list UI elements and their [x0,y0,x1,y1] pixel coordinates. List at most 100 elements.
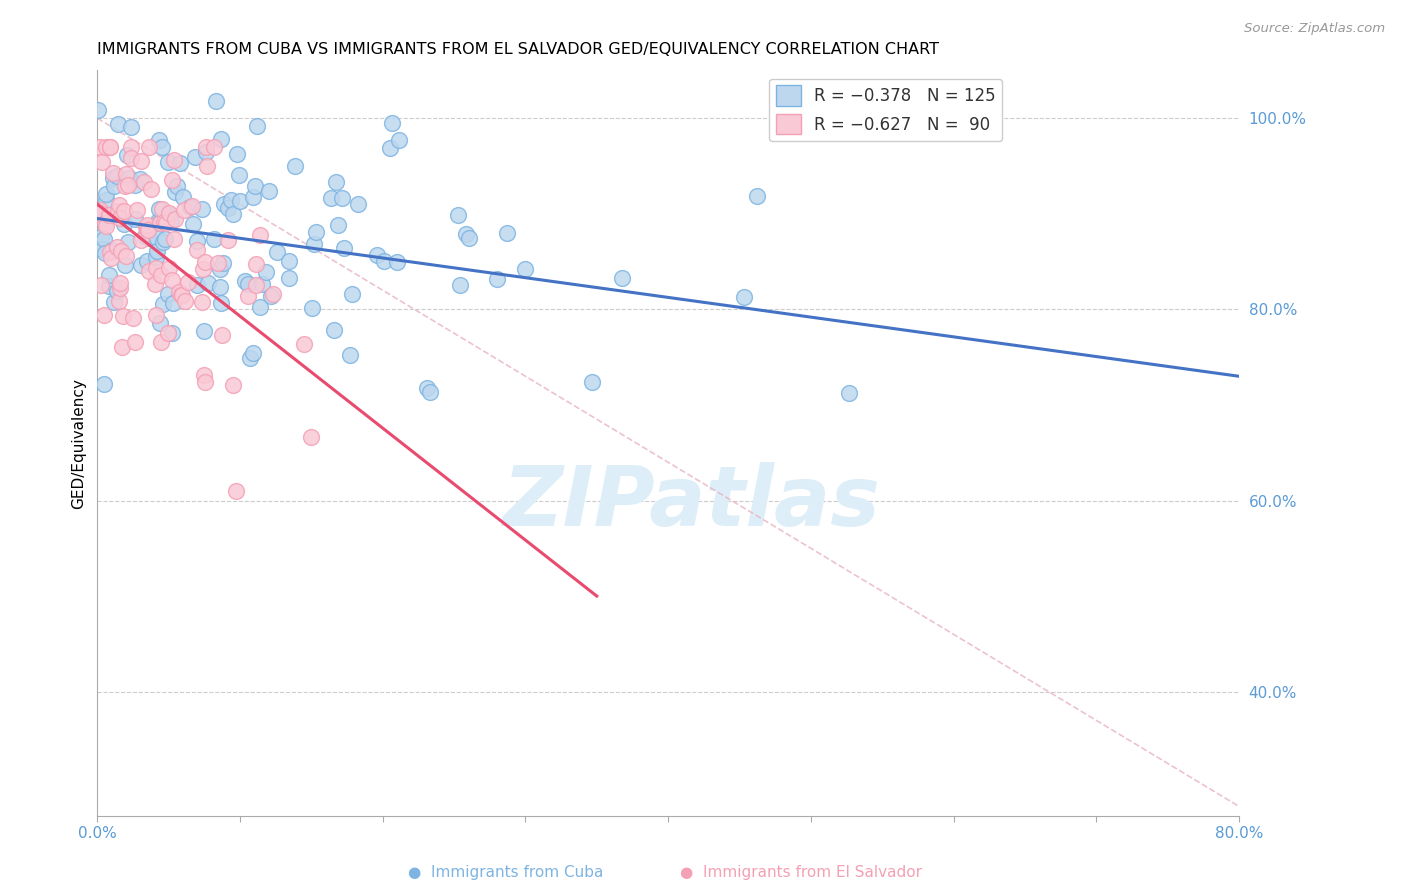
Point [112,217,135,231]
Point [380,141,402,155]
Point [242,190,264,204]
Point [93,377,115,392]
Point [125,203,148,218]
Point [145,308,167,322]
Point [94,246,117,260]
Point [160,214,183,228]
Point [228,168,250,182]
Legend: R = −0.378   N = 125, R = −0.627   N =  90: R = −0.378 N = 125, R = −0.627 N = 90 [769,78,1002,141]
Point [134,229,156,244]
Point [204,94,226,108]
Point [129,154,152,169]
Point [90,230,112,244]
Point [212,256,235,270]
Point [115,147,138,161]
Point [120,151,142,165]
Point [197,276,219,290]
Point [122,311,145,326]
Point [167,285,190,300]
Point [124,212,146,227]
Point [209,131,232,145]
Point [340,287,363,301]
Point [93,213,115,227]
Point [217,233,239,247]
Point [120,140,142,154]
Point [103,170,125,185]
Point [153,232,176,246]
Y-axis label: GED/Equivalency: GED/Equivalency [72,377,86,508]
Point [325,176,347,190]
Point [266,244,288,259]
Point [112,203,135,218]
Point [118,170,141,185]
Point [129,258,152,272]
Point [222,207,245,221]
Point [150,268,173,282]
Point [242,346,264,360]
Point [195,159,218,173]
Point [148,202,170,216]
Point [115,249,138,263]
Point [94,193,117,207]
Point [191,262,214,277]
Point [163,153,186,167]
Point [98,140,121,154]
Point [366,248,388,262]
Point [515,261,537,276]
Point [136,218,159,232]
Point [138,140,160,154]
Point [156,155,179,169]
Point [96,140,118,154]
Point [148,216,170,230]
Point [186,277,208,292]
Point [236,289,259,303]
Point [194,375,217,389]
Point [385,255,408,269]
Point [110,244,132,259]
Point [245,277,267,292]
Point [90,278,112,293]
Point [165,211,187,226]
Point [177,276,200,290]
Point [299,430,322,444]
Point [105,240,128,254]
Point [217,202,239,216]
Point [149,316,172,330]
Point [305,225,328,239]
Point [111,340,134,354]
Point [162,295,184,310]
Point [278,253,301,268]
Point [96,219,118,233]
Point [134,175,156,189]
Point [172,190,194,204]
Point [148,214,170,228]
Point [149,335,172,350]
Point [186,243,208,257]
Point [322,323,344,337]
Point [612,270,634,285]
Point [98,268,121,283]
Point [152,235,174,250]
Point [145,231,167,245]
Point [159,208,181,222]
Point [229,194,252,209]
Point [87,103,110,117]
Point [173,202,195,217]
Point [190,202,212,216]
Point [169,155,191,169]
Point [107,117,129,131]
Point [98,140,121,154]
Point [117,235,139,249]
Point [89,140,111,154]
Point [114,178,136,193]
Point [838,386,860,401]
Point [458,231,481,245]
Point [170,288,193,302]
Point [209,295,232,310]
Point [128,172,150,186]
Point [163,232,186,246]
Point [135,222,157,236]
Point [207,256,229,270]
Point [152,202,174,216]
Point [225,483,247,498]
